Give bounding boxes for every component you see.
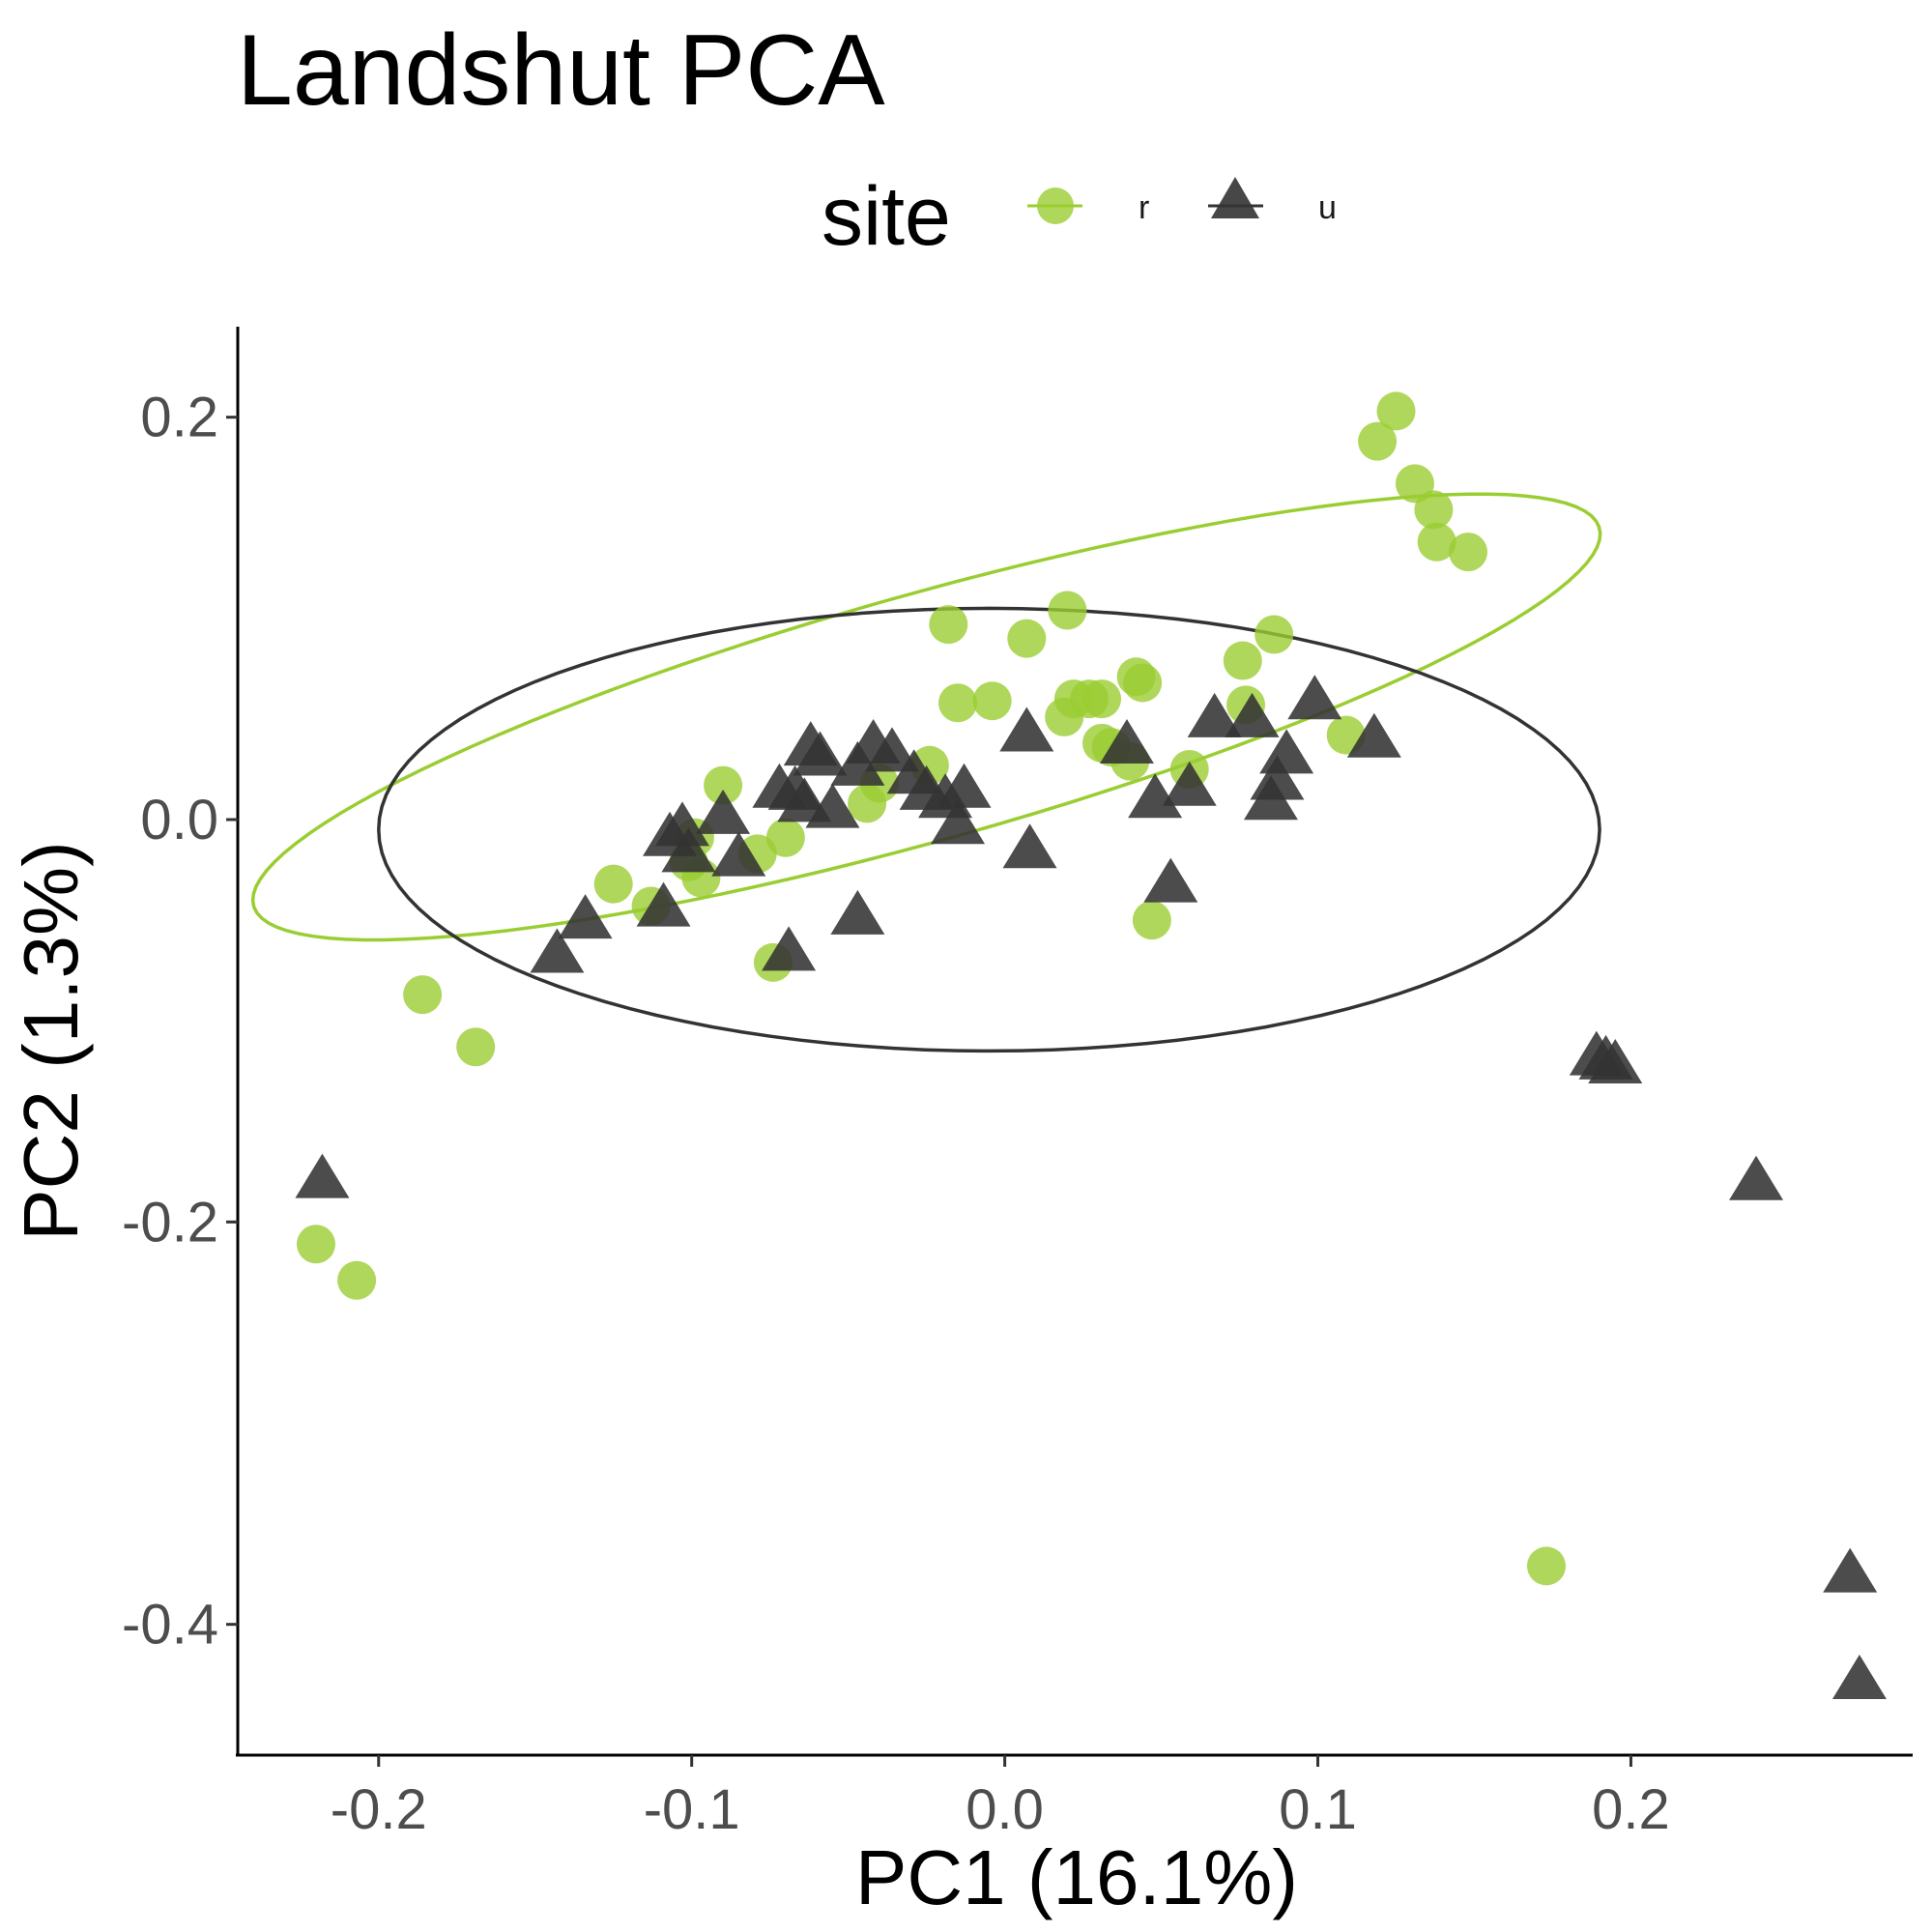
point-u-10 — [793, 731, 848, 776]
point-u-23 — [1128, 773, 1183, 819]
point-r-0 — [1376, 391, 1416, 431]
point-u-2 — [1225, 692, 1280, 737]
point-u-39 — [1588, 1038, 1643, 1083]
point-r-34 — [593, 864, 633, 904]
legend-u-label: u — [1318, 189, 1337, 226]
point-r-25 — [704, 765, 743, 805]
point-u-40 — [1729, 1155, 1784, 1200]
point-r-4 — [1417, 522, 1456, 562]
y-tick-label: -0.4 — [122, 1594, 218, 1657]
legend: site r u — [822, 170, 1337, 263]
point-u-43 — [1831, 1654, 1887, 1699]
point-r-38 — [403, 975, 443, 1015]
point-r-15 — [1082, 679, 1122, 719]
point-u-11 — [830, 740, 885, 786]
point-u-34 — [636, 881, 691, 927]
y-tick-label: 0.0 — [140, 789, 218, 851]
point-r-6 — [1048, 591, 1087, 630]
point-r-29 — [765, 818, 805, 857]
legend-r-label: r — [1139, 189, 1149, 226]
y-axis-ticks: -0.4 -0.2 0.0 0.2 — [122, 387, 238, 1657]
point-u-3 — [999, 706, 1054, 752]
legend-u-marker — [1211, 177, 1259, 218]
y-tick-label: 0.2 — [140, 387, 218, 449]
ellipse-r — [250, 492, 1602, 942]
point-u-32 — [830, 889, 885, 935]
point-u-1 — [1187, 692, 1242, 737]
point-u-36 — [530, 928, 585, 973]
legend-title: site — [822, 170, 951, 263]
x-tick-label: -0.1 — [644, 1778, 740, 1841]
point-r-39 — [456, 1027, 496, 1067]
point-r-7 — [929, 605, 968, 645]
ellipse-u — [377, 606, 1601, 1053]
point-u-33 — [558, 894, 613, 939]
point-u-30 — [1002, 823, 1057, 869]
point-u-35 — [762, 926, 817, 971]
point-u-41 — [295, 1153, 350, 1198]
x-axis-title: PC1 (16.1%) — [855, 1834, 1298, 1920]
point-u-28 — [661, 827, 716, 873]
point-r-12 — [1123, 663, 1163, 703]
x-tick-label: 0.0 — [966, 1778, 1044, 1841]
point-r-28 — [848, 784, 887, 823]
point-r-8 — [1007, 619, 1047, 658]
point-u-4 — [1346, 712, 1401, 758]
point-u-5 — [1099, 718, 1154, 764]
point-u-29 — [711, 831, 766, 877]
point-r-36 — [1132, 901, 1171, 940]
point-r-10 — [1223, 641, 1262, 680]
point-r-9 — [1254, 615, 1294, 654]
point-r-3 — [1414, 490, 1454, 530]
point-r-5 — [1449, 533, 1488, 572]
point-r-41 — [337, 1260, 377, 1300]
point-r-16 — [938, 683, 978, 723]
point-r-19 — [1045, 697, 1084, 736]
point-u-8 — [865, 727, 920, 772]
point-u-25 — [931, 799, 986, 845]
point-u-0 — [1287, 675, 1342, 720]
chart-title: Landshut PCA — [237, 14, 885, 127]
point-r-40 — [296, 1225, 335, 1264]
point-u-22 — [1162, 761, 1217, 806]
y-axis-title: PC2 (1.3%) — [8, 841, 94, 1240]
point-u-42 — [1823, 1547, 1878, 1593]
point-r-17 — [972, 681, 1012, 721]
point-r-1 — [1358, 421, 1398, 461]
point-r-42 — [1527, 1546, 1567, 1586]
x-axis-ticks: -0.2 -0.1 0.0 0.1 0.2 — [331, 1755, 1670, 1841]
x-tick-label: 0.2 — [1592, 1778, 1670, 1841]
point-u-24 — [1243, 775, 1298, 821]
data-points — [295, 391, 1887, 1699]
legend-r-marker — [1037, 187, 1074, 224]
point-u-21 — [696, 789, 751, 834]
point-u-20 — [805, 783, 860, 828]
point-u-31 — [1143, 857, 1198, 903]
x-tick-label: -0.2 — [331, 1778, 427, 1841]
y-tick-label: -0.2 — [122, 1191, 218, 1254]
x-tick-label: 0.1 — [1279, 1778, 1357, 1841]
